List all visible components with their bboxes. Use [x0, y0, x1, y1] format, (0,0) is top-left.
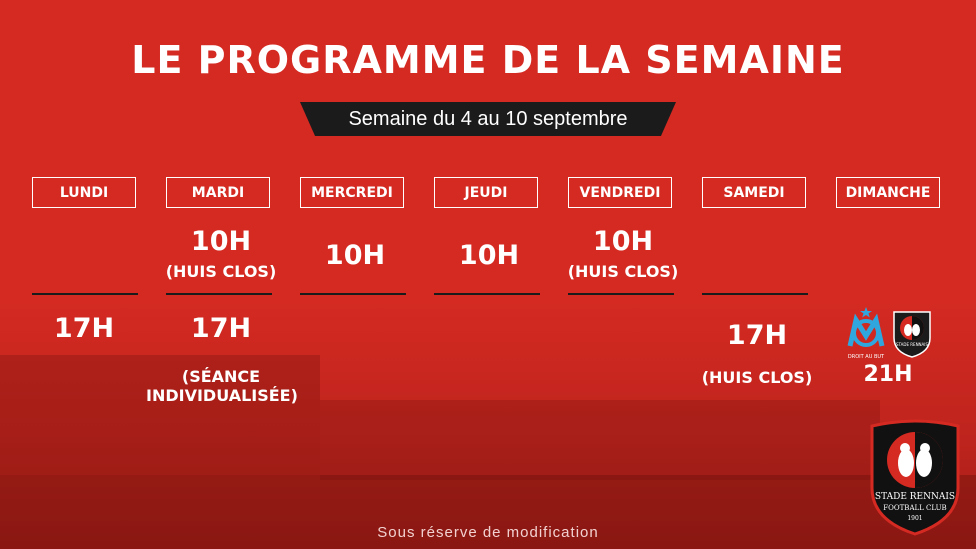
- session-samedi-afternoon-note: (HUIS CLOS): [701, 368, 813, 387]
- session-jeudi-morning-time: 10H: [458, 240, 520, 271]
- background-building: [0, 355, 320, 475]
- crest-year: 1901: [907, 515, 922, 522]
- session-dimanche-match-time: 21H: [863, 362, 913, 387]
- session-mercredi-morning-time: 10H: [324, 240, 386, 271]
- day-header-jeudi: JEUDI: [434, 177, 538, 208]
- session-mardi-afternoon-note-2: INDIVIDUALISÉE): [146, 386, 298, 405]
- session-vendredi-morning-time: 10H: [592, 226, 654, 257]
- background-building-2: [320, 400, 880, 480]
- session-mardi-afternoon-time: 17H: [190, 313, 252, 344]
- crest-sub: FOOTBALL CLUB: [883, 504, 946, 512]
- day-header-mardi: MARDI: [166, 177, 270, 208]
- crest-name: STADE RENNAIS: [875, 492, 955, 502]
- session-mardi-afternoon-note-1: (SÉANCE: [181, 367, 261, 386]
- stade-rennais-crest-icon: STADE RENNAIS FOOTBALL CLUB 1901: [870, 419, 960, 536]
- om-motto: DROIT AU BUT: [848, 354, 885, 360]
- day-header-mercredi: MERCREDI: [300, 177, 404, 208]
- srfc-small-text: STADE RENNAIS: [896, 342, 928, 347]
- footer-disclaimer: Sous réserve de modification: [377, 524, 599, 541]
- background-fade: [0, 300, 976, 549]
- divider-lundi: [32, 293, 138, 295]
- day-header-vendredi: VENDREDI: [568, 177, 672, 208]
- session-samedi-afternoon-time: 17H: [726, 320, 788, 351]
- divider-jeudi: [434, 293, 540, 295]
- session-mardi-morning-note: (HUIS CLOS): [165, 262, 277, 281]
- om-logo-icon: DROIT AU BUT: [847, 307, 885, 360]
- week-label: Semaine du 4 au 10 septembre: [348, 107, 628, 130]
- divider-mardi: [166, 293, 272, 295]
- week-banner: Semaine du 4 au 10 septembre: [300, 102, 676, 136]
- divider-vendredi: [568, 293, 674, 295]
- session-mardi-morning-time: 10H: [190, 226, 252, 257]
- day-header-lundi: LUNDI: [32, 177, 136, 208]
- day-header-samedi: SAMEDI: [702, 177, 806, 208]
- divider-mercredi: [300, 293, 406, 295]
- background-ground: [0, 475, 976, 549]
- divider-samedi: [702, 293, 808, 295]
- session-vendredi-morning-note: (HUIS CLOS): [567, 262, 679, 281]
- page-title: LE PROGRAMME DE LA SEMAINE: [131, 38, 845, 82]
- session-lundi-afternoon-time: 17H: [53, 313, 115, 344]
- stade-rennais-small-logo-icon: STADE RENNAIS: [893, 311, 931, 358]
- day-header-dimanche: DIMANCHE: [836, 177, 940, 208]
